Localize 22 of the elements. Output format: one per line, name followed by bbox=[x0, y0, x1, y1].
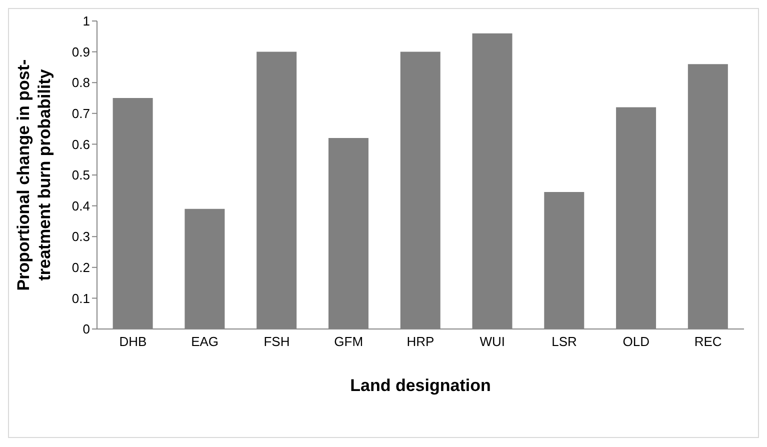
y-tick-label: 0 bbox=[82, 322, 90, 337]
y-axis-title: Proportional change in post-treatment burn probability bbox=[14, 59, 54, 291]
x-tick-label: GFM bbox=[334, 334, 364, 350]
x-tick-label: DHB bbox=[119, 334, 147, 350]
y-tick-label: 0.9 bbox=[72, 44, 90, 60]
y-tick-label: 0.1 bbox=[72, 290, 90, 306]
y-tick-label: 0.8 bbox=[72, 75, 90, 90]
x-tick-label: EAG bbox=[191, 334, 219, 350]
x-tick-label: WUI bbox=[480, 334, 506, 350]
x-axis-title: Land designation bbox=[350, 376, 491, 395]
y-tick-label: 0.7 bbox=[72, 106, 90, 122]
y-tick-label: 0.4 bbox=[72, 198, 90, 214]
x-tick-label: LSR bbox=[552, 334, 577, 350]
x-tick-label: HRP bbox=[406, 334, 434, 350]
y-tick-label: 0.6 bbox=[72, 136, 90, 152]
y-tick-label: 0.2 bbox=[72, 260, 90, 276]
x-tick-label: OLD bbox=[622, 334, 650, 350]
x-tick-label: FSH bbox=[264, 334, 290, 350]
y-tick-label: 0.5 bbox=[72, 168, 90, 183]
y-tick-label: 0.3 bbox=[72, 229, 90, 244]
y-tick-label: 1 bbox=[82, 14, 90, 29]
x-tick-label: REC bbox=[694, 334, 722, 350]
